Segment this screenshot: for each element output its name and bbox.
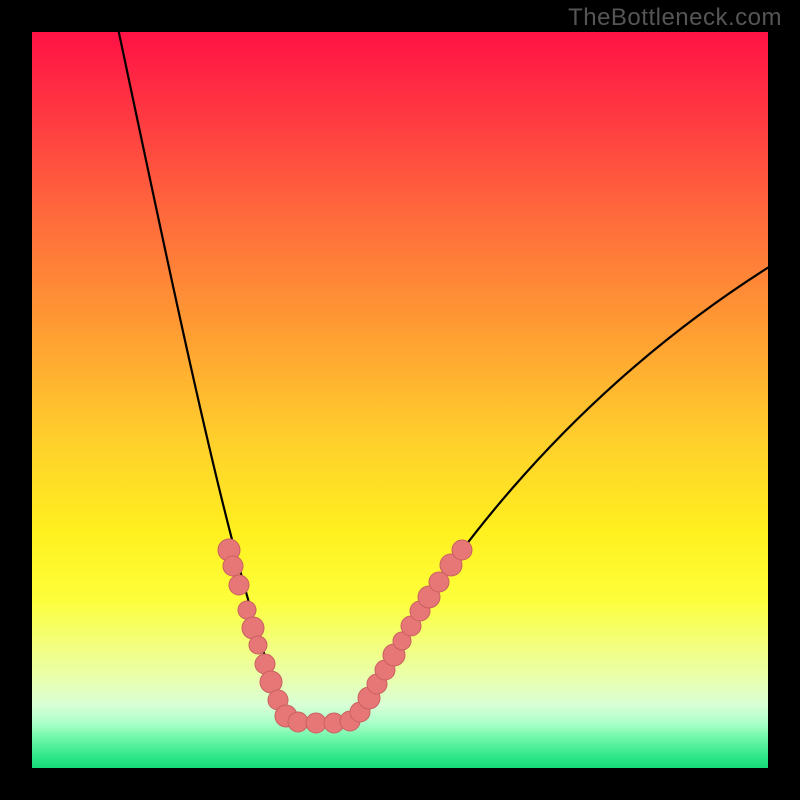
- plot-area: [32, 32, 768, 768]
- data-point: [249, 636, 267, 654]
- data-point: [242, 617, 264, 639]
- chart-svg: [0, 0, 800, 800]
- data-point: [288, 712, 308, 732]
- data-point: [452, 540, 472, 560]
- data-point: [229, 575, 249, 595]
- data-point: [223, 556, 243, 576]
- watermark-text: TheBottleneck.com: [568, 4, 782, 32]
- data-point: [306, 713, 326, 733]
- data-point: [238, 601, 256, 619]
